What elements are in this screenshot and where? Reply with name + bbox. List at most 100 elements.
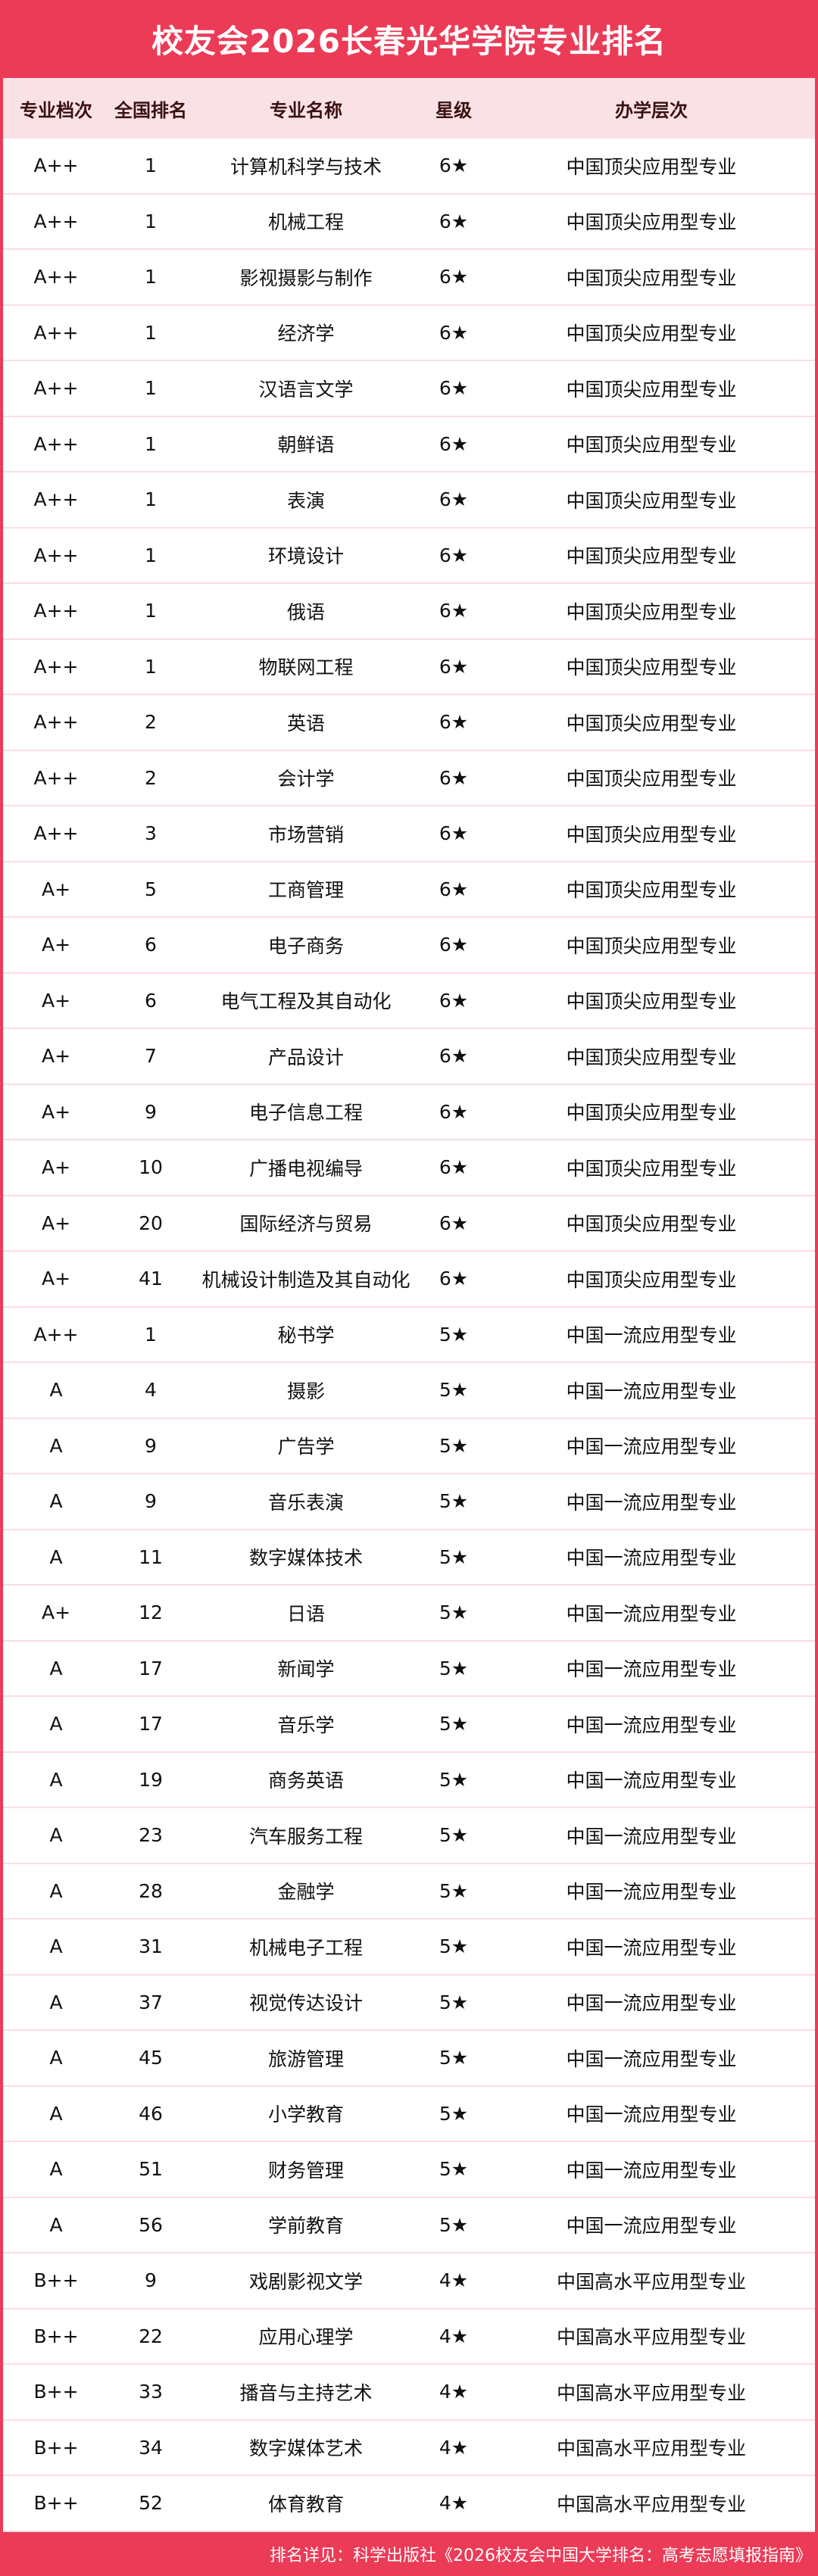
cell-grade: A bbox=[49, 1879, 63, 1902]
cell-grade: A++ bbox=[33, 210, 79, 232]
table-row: A 11 数字媒体技术 5★ 中国一流应用型专业 bbox=[3, 1530, 815, 1586]
table-row: A+ 6 电气工程及其自动化 6★ 中国顶尖应用型专业 bbox=[3, 974, 815, 1029]
table-row: A++ 1 物联网工程 6★ 中国顶尖应用型专业 bbox=[3, 640, 815, 695]
cell-grade: B++ bbox=[33, 2436, 79, 2459]
cell-level: 中国一流应用型专业 bbox=[566, 2047, 737, 2070]
cell-level: 中国高水平应用型专业 bbox=[556, 2381, 746, 2404]
cell-grade: A bbox=[49, 1379, 63, 1402]
cell-stars: 4★ bbox=[439, 2269, 469, 2292]
cell-grade: A bbox=[49, 2102, 63, 2125]
cell-grade: A+ bbox=[41, 1156, 71, 1179]
cell-major: 朝鲜语 bbox=[277, 434, 335, 457]
cell-rank: 56 bbox=[139, 2213, 163, 2236]
cell-level: 中国一流应用型专业 bbox=[566, 1825, 737, 1848]
cell-level: 中国高水平应用型专业 bbox=[556, 2326, 746, 2349]
cell-stars: 5★ bbox=[439, 1434, 469, 1457]
cell-level: 中国一流应用型专业 bbox=[566, 1770, 737, 1792]
cell-stars: 5★ bbox=[439, 1379, 469, 1402]
cell-major: 机械设计制造及其自动化 bbox=[201, 1268, 411, 1291]
cell-grade: A+ bbox=[41, 934, 71, 956]
cell-major: 电子信息工程 bbox=[248, 1102, 363, 1124]
cell-stars: 6★ bbox=[439, 1268, 469, 1290]
cell-grade: A+ bbox=[41, 1100, 71, 1123]
cell-grade: A++ bbox=[33, 600, 79, 622]
table-row: A++ 3 市场营销 6★ 中国顶尖应用型专业 bbox=[3, 806, 815, 862]
cell-major: 英语 bbox=[286, 712, 325, 734]
cell-major: 产品设计 bbox=[267, 1046, 344, 1068]
cell-rank: 51 bbox=[139, 2158, 163, 2181]
cell-major: 经济学 bbox=[277, 323, 335, 345]
cell-grade: A+ bbox=[41, 989, 71, 1012]
cell-grade: A bbox=[49, 2047, 63, 2069]
cell-grade: B++ bbox=[33, 2325, 79, 2347]
table-row: A++ 1 表演 6★ 中国顶尖应用型专业 bbox=[3, 472, 815, 529]
cell-grade: A bbox=[49, 1434, 63, 1457]
cell-level: 中国高水平应用型专业 bbox=[556, 2437, 746, 2460]
cell-major: 小学教育 bbox=[267, 2104, 344, 2126]
cell-rank: 37 bbox=[139, 1991, 163, 2013]
cell-rank: 6 bbox=[145, 934, 157, 956]
cell-rank: 33 bbox=[139, 2381, 163, 2403]
cell-grade: A bbox=[49, 1991, 63, 2013]
table-body: A++ 1 计算机科学与技术 6★ 中国顶尖应用型专业 A++ 1 机械工程 6★ 中国顶尖应用型… bbox=[3, 139, 815, 2532]
cell-major: 音乐学 bbox=[277, 1714, 335, 1736]
cell-stars: 6★ bbox=[439, 766, 469, 789]
table-row: A+ 6 电子商务 6★ 中国顶尖应用型专业 bbox=[3, 918, 815, 974]
cell-stars: 6★ bbox=[439, 822, 469, 845]
cell-grade: A++ bbox=[33, 266, 79, 288]
cell-rank: 1 bbox=[145, 600, 157, 622]
cell-level: 中国一流应用型专业 bbox=[566, 1881, 737, 1904]
table-row: A+ 7 产品设计 6★ 中国顶尖应用型专业 bbox=[3, 1029, 815, 1085]
cell-grade: A+ bbox=[41, 1212, 71, 1234]
cell-grade: A bbox=[49, 1824, 63, 1847]
table-row: A+ 10 广播电视编导 6★ 中国顶尖应用型专业 bbox=[3, 1140, 815, 1196]
table-row: A 37 视觉传达设计 5★ 中国一流应用型专业 bbox=[3, 1976, 815, 2031]
cell-level: 中国一流应用型专业 bbox=[566, 2104, 737, 2126]
cell-rank: 1 bbox=[145, 432, 157, 455]
table-row: A++ 1 俄语 6★ 中国顶尖应用型专业 bbox=[3, 584, 815, 640]
cell-level: 中国顶尖应用型专业 bbox=[566, 545, 737, 568]
cell-major: 应用心理学 bbox=[258, 2326, 354, 2349]
cell-major: 会计学 bbox=[277, 768, 335, 791]
cell-level: 中国顶尖应用型专业 bbox=[566, 1213, 737, 1236]
cell-rank: 4 bbox=[145, 1379, 157, 1402]
column-header-level: 办学层次 bbox=[615, 99, 688, 121]
cell-major: 日语 bbox=[286, 1602, 325, 1625]
cell-major: 汉语言文学 bbox=[258, 378, 354, 401]
cell-grade: A++ bbox=[33, 377, 79, 400]
cell-rank: 1 bbox=[145, 266, 157, 288]
cell-level: 中国顶尖应用型专业 bbox=[566, 378, 737, 401]
cell-major: 新闻学 bbox=[277, 1658, 335, 1681]
cell-major: 音乐表演 bbox=[267, 1491, 344, 1514]
cell-rank: 1 bbox=[145, 377, 157, 400]
cell-level: 中国顶尖应用型专业 bbox=[566, 768, 737, 791]
cell-level: 中国一流应用型专业 bbox=[566, 1992, 737, 2015]
cell-rank: 5 bbox=[145, 878, 157, 900]
cell-major: 财务管理 bbox=[267, 2159, 344, 2181]
cell-grade: A++ bbox=[33, 432, 79, 455]
cell-rank: 22 bbox=[139, 2325, 163, 2347]
cell-stars: 5★ bbox=[439, 2047, 469, 2069]
table-row: A+ 41 机械设计制造及其自动化 6★ 中国顶尖应用型专业 bbox=[3, 1252, 815, 1308]
cell-stars: 6★ bbox=[439, 1212, 469, 1234]
table-row: A++ 1 环境设计 6★ 中国顶尖应用型专业 bbox=[3, 529, 815, 584]
table-header: 专业档次 全国排名 专业名称 星级 办学层次 bbox=[3, 78, 815, 139]
column-header-stars: 星级 bbox=[436, 99, 472, 121]
cell-stars: 6★ bbox=[439, 711, 469, 734]
cell-stars: 6★ bbox=[439, 154, 469, 177]
footer-source-note: 排名详见：科学出版社《2026校友会中国大学排名：高考志愿填报指南》 bbox=[270, 2546, 812, 2565]
cell-stars: 6★ bbox=[439, 377, 469, 400]
cell-level: 中国一流应用型专业 bbox=[566, 1436, 737, 1458]
cell-rank: 23 bbox=[139, 1824, 163, 1847]
cell-stars: 4★ bbox=[439, 2436, 469, 2459]
cell-stars: 5★ bbox=[439, 1713, 469, 1736]
table-row: A 46 小学教育 5★ 中国一流应用型专业 bbox=[3, 2087, 815, 2142]
cell-stars: 5★ bbox=[439, 1323, 469, 1346]
cell-rank: 1 bbox=[145, 1323, 157, 1346]
cell-grade: A+ bbox=[41, 878, 71, 900]
cell-rank: 17 bbox=[139, 1713, 163, 1736]
cell-stars: 6★ bbox=[439, 432, 469, 455]
table-row: A 45 旅游管理 5★ 中国一流应用型专业 bbox=[3, 2031, 815, 2087]
cell-stars: 5★ bbox=[439, 2213, 469, 2236]
cell-rank: 9 bbox=[145, 1100, 157, 1123]
